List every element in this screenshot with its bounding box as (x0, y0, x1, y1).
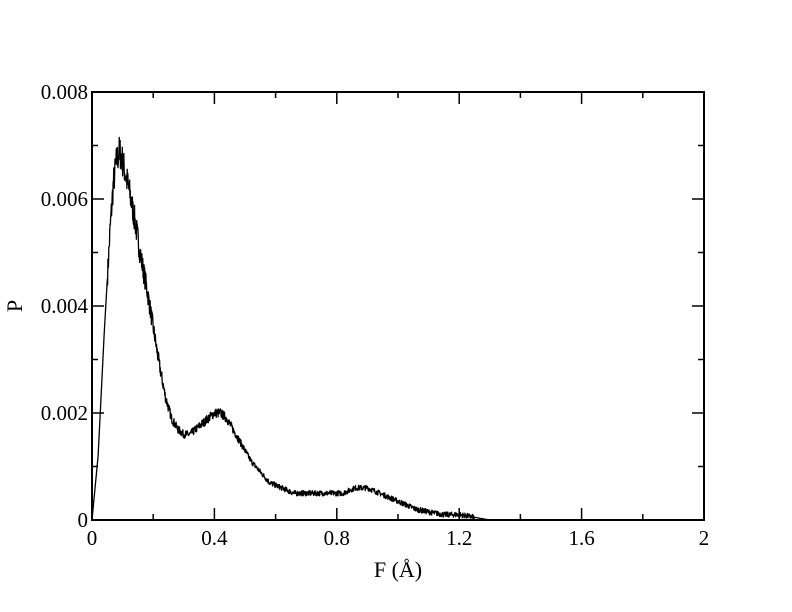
y-tick-label: 0.002 (41, 401, 88, 425)
labels-layer: 0 0.4 0.8 1.2 1.6 2 0 0.002 0.004 0.006 0.008 (41, 80, 710, 550)
plot-frame (91, 91, 705, 521)
x-tick-label: 2 (699, 526, 710, 550)
y-tick-label: 0.004 (41, 294, 89, 318)
y-tick-label: 0.006 (41, 187, 88, 211)
x-tick-label: 0.4 (201, 526, 228, 550)
series-line (91, 136, 491, 521)
y-tick-label: 0 (78, 508, 89, 532)
ticks-layer (91, 91, 705, 521)
y-axis-title: P (2, 300, 27, 312)
x-tick-label: 0 (87, 526, 98, 550)
x-tick-label: 0.8 (324, 526, 350, 550)
y-tick-label: 0.008 (41, 80, 88, 104)
x-tick-label: 1.2 (446, 526, 472, 550)
x-axis-title: F (Å) (374, 557, 422, 582)
x-tick-label: 1.6 (568, 526, 594, 550)
